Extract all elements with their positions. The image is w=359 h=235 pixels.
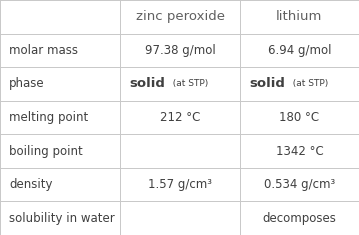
Text: density: density [9, 178, 52, 191]
Text: 97.38 g/mol: 97.38 g/mol [145, 44, 215, 57]
Text: 1342 °C: 1342 °C [275, 145, 323, 158]
Text: phase: phase [9, 77, 45, 90]
Text: decomposes: decomposes [262, 212, 336, 225]
Text: lithium: lithium [276, 10, 323, 23]
Text: boiling point: boiling point [9, 145, 83, 158]
Text: solubility in water: solubility in water [9, 212, 115, 225]
Text: melting point: melting point [9, 111, 88, 124]
Text: (at STP): (at STP) [287, 79, 328, 88]
Text: 0.534 g/cm³: 0.534 g/cm³ [264, 178, 335, 191]
Text: 180 °C: 180 °C [279, 111, 320, 124]
Text: solid: solid [130, 77, 166, 90]
Text: 6.94 g/mol: 6.94 g/mol [268, 44, 331, 57]
Text: zinc peroxide: zinc peroxide [136, 10, 224, 23]
Text: molar mass: molar mass [9, 44, 78, 57]
Text: solid: solid [249, 77, 285, 90]
Text: 212 °C: 212 °C [160, 111, 200, 124]
Text: (at STP): (at STP) [167, 79, 209, 88]
Text: 1.57 g/cm³: 1.57 g/cm³ [148, 178, 212, 191]
